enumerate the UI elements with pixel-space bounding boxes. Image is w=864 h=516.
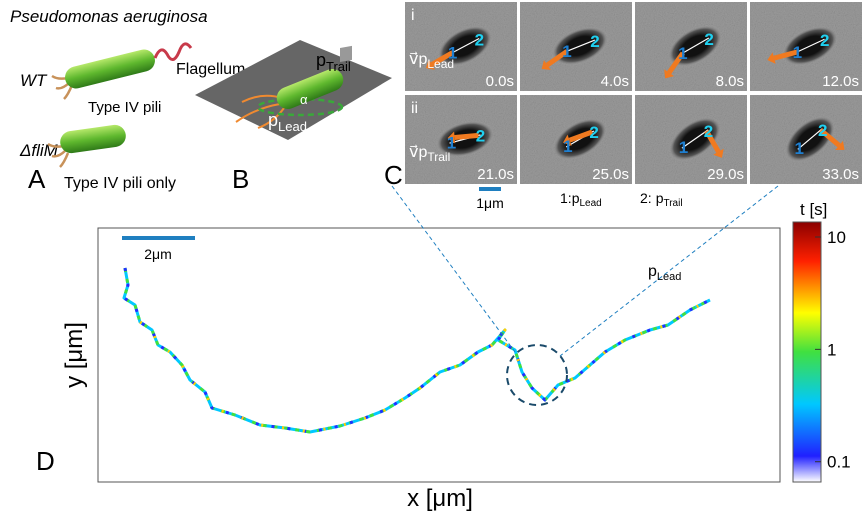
legend-num: 1: xyxy=(560,190,572,206)
colorbar-tick-label: 10 xyxy=(827,228,846,247)
plot-frame xyxy=(98,228,780,482)
legend-entry: 2:pTrail xyxy=(640,190,683,209)
label-base: p xyxy=(656,190,664,206)
time-label: 8.0s xyxy=(716,73,744,90)
panel-c: C 1μm 1:pLead 2:pTrail 120.0siv⃗pLead124… xyxy=(384,2,862,211)
pole-number: 1 xyxy=(679,138,688,157)
microscopy-frame: 12 29.0s xyxy=(635,95,747,184)
colorbar-tick-label: 1 xyxy=(827,340,836,359)
colorbar xyxy=(793,222,821,482)
pole-number: 2 xyxy=(590,32,599,51)
label-sub: Trail xyxy=(326,59,351,74)
microscopy-frame: 12 25.0s xyxy=(520,95,632,184)
pole-number: 2 xyxy=(476,126,485,145)
pole-number: 2 xyxy=(704,30,713,49)
pole-number: 2 xyxy=(475,30,484,49)
label-sub: Lead xyxy=(427,57,454,71)
label-sub: Lead xyxy=(579,198,601,209)
label-sub: Lead xyxy=(278,119,307,134)
legend-entry: 1:pLead xyxy=(560,190,602,209)
bacterium xyxy=(63,47,158,91)
pole-number: 1 xyxy=(795,139,804,158)
x-axis-label: x [μm] xyxy=(407,485,473,512)
pili-label: Type IV pili xyxy=(88,99,161,116)
label-sub: Trail xyxy=(663,198,682,209)
colorbar-title: t [s] xyxy=(800,200,827,219)
row-label: i xyxy=(411,7,415,24)
row-label: ii xyxy=(411,100,418,117)
microscopy-frame: 12 4.0s xyxy=(520,2,632,91)
panel-label: D xyxy=(36,446,55,476)
wt-label: WT xyxy=(20,71,48,90)
pole-number: 2 xyxy=(589,123,598,142)
time-label: 0.0s xyxy=(486,73,514,90)
pole-number: 2 xyxy=(818,121,827,140)
time-label: 33.0s xyxy=(822,166,859,183)
bacterium xyxy=(59,124,127,155)
pole-number: 2 xyxy=(704,122,713,141)
pili-only-label: Type IV pili only xyxy=(64,175,176,192)
panel-label: B xyxy=(232,164,249,194)
label-sub: Trail xyxy=(427,150,450,164)
label-base: p xyxy=(268,110,278,130)
colorbar-tick-label: 0.1 xyxy=(827,453,851,472)
flagellum xyxy=(155,44,191,60)
microscopy-frame: 12 8.0s xyxy=(635,2,747,91)
species-title: Pseudomonas aeruginosa xyxy=(10,7,208,26)
time-label: 21.0s xyxy=(477,166,514,183)
label-base: p xyxy=(316,50,326,70)
scale-bar xyxy=(479,187,501,191)
y-axis-label: y [μm] xyxy=(61,322,88,388)
scale-bar-label: 2μm xyxy=(144,246,172,262)
time-label: 29.0s xyxy=(707,166,744,183)
pole-number: 1 xyxy=(562,42,571,61)
label-base: p xyxy=(648,263,657,280)
pole-number: 1 xyxy=(678,44,687,63)
scale-bar-label: 1μm xyxy=(476,195,504,211)
label-base: p xyxy=(572,190,580,206)
microscopy-frame: 12 33.0s xyxy=(750,95,862,184)
pole-number: 1 xyxy=(793,43,802,62)
label-base: v⃗p xyxy=(409,144,427,161)
panel-label: C xyxy=(384,160,403,190)
microscopy-frame: 12 12.0s xyxy=(750,2,862,91)
pole-number: 2 xyxy=(820,31,829,50)
panel-label: A xyxy=(28,164,46,194)
time-label: 25.0s xyxy=(592,166,629,183)
time-label: 4.0s xyxy=(601,73,629,90)
angle-label: α xyxy=(300,92,308,107)
figure: Pseudomonas aeruginosa WT Flagellum Type… xyxy=(0,0,864,516)
pole-number: 1 xyxy=(563,137,572,156)
panel-d: 2μm pLead y [μm] x [μm] D t [s] xyxy=(36,186,827,512)
label-base: v⃗p xyxy=(409,51,427,68)
time-label: 12.0s xyxy=(822,73,859,90)
legend-num: 2: xyxy=(640,190,652,206)
scale-bar xyxy=(122,236,195,240)
